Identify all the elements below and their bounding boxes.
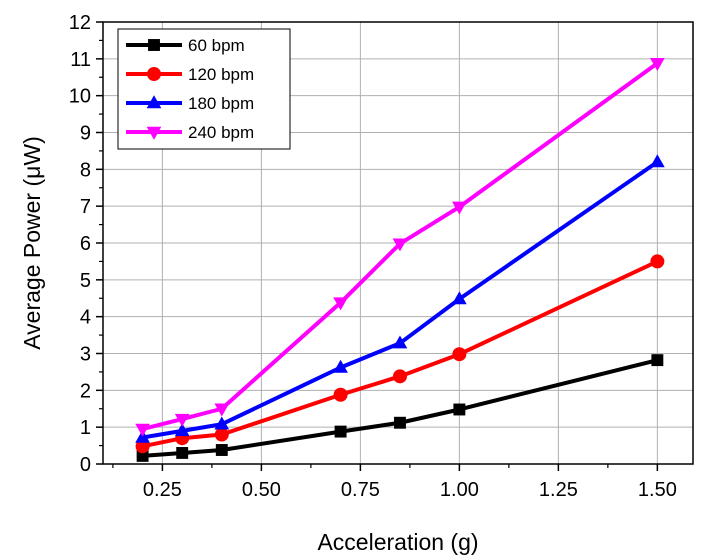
data-point-circle: [147, 67, 161, 81]
data-point-circle: [452, 347, 467, 362]
y-tick-label: 7: [80, 196, 91, 218]
plot-frame: [102, 21, 694, 465]
legend-item: 180 bpm: [126, 94, 254, 113]
data-point-square: [334, 425, 347, 438]
x-axis-label: Acceleration (g): [317, 529, 478, 555]
data-point-triangle-down: [214, 403, 230, 417]
y-tick-label: 10: [69, 86, 91, 108]
data-point-triangle-down: [333, 297, 348, 311]
data-point-circle: [333, 387, 348, 402]
y-tick-label: 6: [80, 233, 91, 255]
y-tick-label: 3: [80, 344, 91, 366]
data-point-triangle-up: [214, 416, 230, 430]
data-point-triangle-down: [392, 238, 408, 252]
y-tick-label: 0: [80, 454, 91, 476]
y-tick-label: 1: [80, 417, 91, 439]
data-point-triangle-down: [650, 58, 665, 71]
data-point-triangle-up: [146, 95, 162, 109]
y-tick-label: 4: [80, 307, 91, 329]
x-tick-label: 0.25: [143, 479, 182, 501]
data-point-triangle-down: [146, 126, 162, 140]
legend-label: 240 bpm: [188, 123, 254, 142]
data-point-triangle-up: [333, 359, 348, 373]
legend-box: [117, 28, 291, 150]
y-tick-label: 5: [80, 270, 91, 292]
data-point-square: [453, 403, 466, 416]
data-point-triangle-down: [135, 423, 150, 437]
data-point-square: [176, 447, 189, 459]
data-point-square: [394, 416, 406, 429]
x-tick-label: 0.75: [341, 479, 380, 501]
data-point-triangle-up: [392, 335, 408, 349]
y-axis-label: Average Power (μW): [19, 136, 45, 350]
y-tick-label: 8: [80, 159, 91, 181]
x-tick-label: 0.50: [242, 479, 281, 501]
y-tick-label: 2: [80, 380, 91, 402]
data-point-triangle-down: [174, 413, 190, 427]
x-tick-label: 1.25: [539, 479, 578, 501]
x-axis-ticks: 0.25 0.50 0.75 1.00 1.25 1.50: [112, 464, 677, 501]
data-point-square: [148, 39, 160, 51]
y-tick-label: 9: [80, 123, 91, 145]
legend-label: 120 bpm: [188, 65, 254, 84]
legend-item: 240 bpm: [126, 123, 254, 142]
y-tick-label: 12: [69, 12, 91, 34]
x-tick-label: 1.50: [638, 479, 677, 501]
data-point-circle: [214, 427, 229, 442]
series-240-bpm: [135, 58, 665, 437]
legend: 60 bpm 120 bpm 180 bpm 240 bpm: [117, 28, 291, 150]
data-point-triangle-up: [174, 423, 190, 437]
y-tick-label: 11: [70, 49, 91, 71]
x-tick-label: 1.00: [440, 479, 479, 501]
series-60-bpm: [136, 354, 664, 462]
series-180-bpm: [135, 154, 665, 443]
legend-item: 120 bpm: [126, 65, 254, 84]
data-point-square: [136, 449, 149, 462]
legend-label: 60 bpm: [188, 36, 245, 55]
data-point-square: [215, 444, 228, 456]
data-point-triangle-up: [650, 154, 665, 168]
data-series: [135, 58, 665, 462]
data-point-triangle-down: [452, 201, 467, 215]
legend-item: 60 bpm: [126, 36, 245, 55]
data-point-circle: [392, 369, 407, 384]
data-point-circle: [135, 439, 150, 454]
legend-label: 180 bpm: [188, 94, 254, 113]
series-120-bpm: [135, 254, 665, 454]
data-point-square: [651, 354, 664, 367]
data-point-circle: [650, 254, 665, 269]
data-point-triangle-up: [452, 291, 467, 305]
